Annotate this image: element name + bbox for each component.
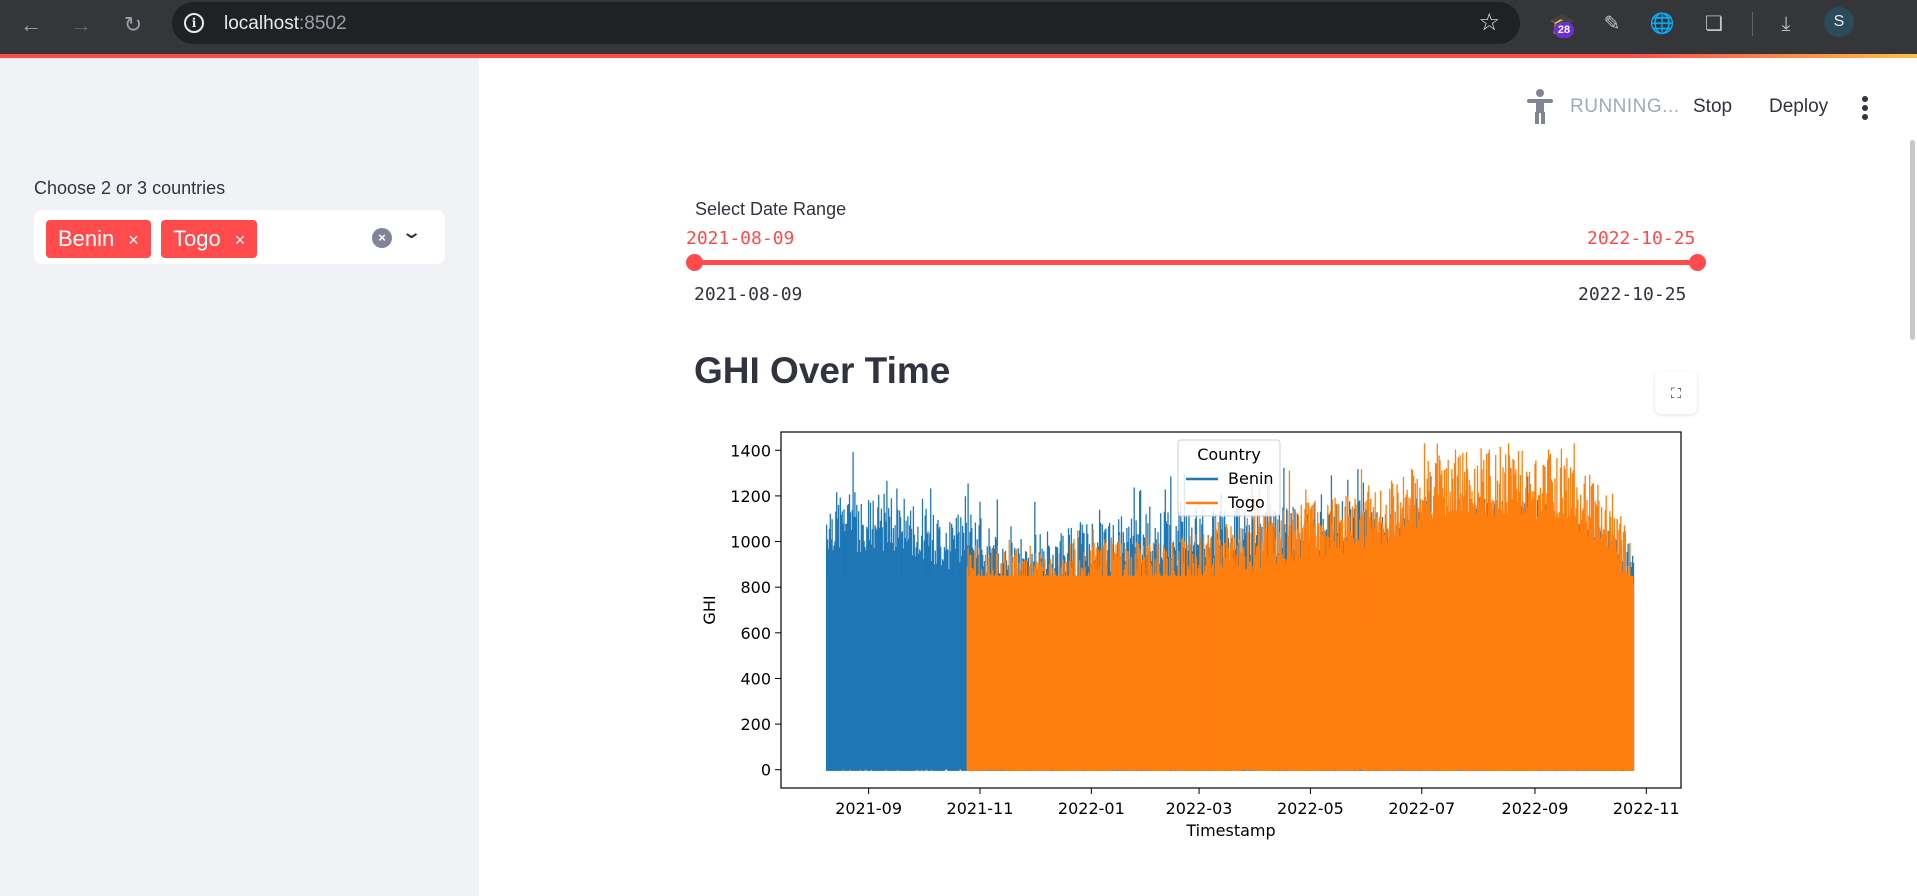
country-select-label: Choose 2 or 3 countries [34, 178, 226, 198]
chip-remove-icon[interactable]: × [234, 230, 246, 250]
url-text[interactable]: localhost:8502 [224, 13, 347, 35]
y-tick-label: 400 [740, 669, 771, 688]
running-status: RUNNING... [1570, 96, 1680, 117]
extension-badge: 28 [1554, 22, 1574, 38]
chip-togo: Togo × [161, 220, 258, 258]
x-tick-label: 2022-09 [1502, 799, 1569, 818]
browser-toolbar: ← → ↻ i localhost:8502 ☆ 🎓 28 ✎ 🌐 ❏ ⤓ S [0, 0, 1917, 54]
eyedropper-icon[interactable]: ✎ [1603, 13, 1621, 35]
chip-remove-icon[interactable]: × [128, 230, 139, 250]
y-tick-label: 200 [740, 715, 771, 734]
site-info-icon[interactable]: i [184, 13, 204, 33]
stop-button[interactable]: Stop [1693, 96, 1733, 117]
y-tick-label: 1000 [730, 533, 771, 552]
clear-all-icon[interactable]: × [372, 228, 392, 248]
url-port: :8502 [299, 13, 347, 34]
x-tick-label: 2022-07 [1388, 799, 1455, 818]
y-tick-label: 1200 [730, 487, 771, 506]
legend-entry-benin: Benin [1228, 469, 1274, 488]
main-menu-icon[interactable] [1862, 96, 1870, 123]
x-axis-label: Timestamp [1185, 821, 1275, 840]
profile-avatar[interactable]: S [1824, 7, 1854, 37]
reload-icon[interactable]: ↻ [123, 12, 143, 37]
legend-title: Country [1197, 445, 1261, 464]
url-host: localhost [224, 13, 299, 34]
y-tick-label: 0 [761, 761, 771, 780]
chip-benin: Benin × [46, 220, 151, 258]
slider-end-handle[interactable] [1689, 254, 1706, 271]
slider-max-label: 2022-10-25 [1578, 284, 1687, 305]
plot-frame [780, 431, 1682, 789]
x-tick-label: 2022-01 [1058, 799, 1125, 818]
scrollbar[interactable] [1910, 140, 1915, 340]
deploy-button[interactable]: Deploy [1769, 96, 1829, 117]
bookmark-star-icon[interactable]: ☆ [1478, 9, 1500, 36]
y-tick-label: 600 [740, 624, 771, 643]
slider-start-value: 2021-08-09 [686, 228, 795, 249]
forward-arrow-icon[interactable]: → [70, 12, 92, 37]
chevron-down-icon[interactable]: ⌄ [400, 222, 423, 242]
x-tick-label: 2022-11 [1613, 799, 1680, 818]
globe-icon[interactable]: 🌐 [1649, 13, 1675, 35]
x-tick-label: 2021-09 [835, 799, 902, 818]
x-tick-label: 2022-03 [1166, 799, 1233, 818]
legend-entry-togo: Togo [1227, 493, 1265, 512]
sidebar: Choose 2 or 3 countries Benin × Togo × × ⌄ [0, 58, 479, 896]
y-tick-label: 800 [740, 578, 771, 597]
x-tick-label: 2021-11 [947, 799, 1014, 818]
ghi-chart: 0 200 400 600 800 1000 1200 1400 2021-09 2021-11 2… [700, 431, 1682, 840]
x-tick-label: 2022-05 [1277, 799, 1344, 818]
fullscreen-icon[interactable]: ⛶ [1655, 372, 1697, 414]
legend-box [1177, 439, 1281, 517]
download-icon[interactable]: ⤓ [1781, 13, 1791, 35]
puzzle-extensions-icon[interactable]: ❏ [1705, 13, 1723, 35]
toolbar-divider [1752, 12, 1753, 36]
chart-title: GHI Over Time [694, 350, 951, 391]
date-range-track[interactable] [694, 260, 1697, 265]
country-multiselect[interactable]: Benin × Togo × × ⌄ [34, 210, 445, 264]
chip-label: Benin [58, 226, 115, 251]
back-arrow-icon[interactable]: ← [20, 12, 42, 37]
address-bar[interactable]: i localhost:8502 ☆ [172, 2, 1520, 44]
page-load-progress [0, 54, 1917, 58]
y-axis-label: GHI [700, 595, 719, 624]
chip-label: Togo [173, 226, 221, 251]
accessibility-person-icon [1527, 89, 1553, 124]
date-range-label: Select Date Range [695, 199, 847, 219]
y-tick-label: 1400 [730, 441, 771, 460]
slider-start-handle[interactable] [686, 254, 703, 271]
slider-min-label: 2021-08-09 [694, 284, 803, 305]
slider-end-value: 2022-10-25 [1587, 228, 1696, 249]
series-togo [966, 443, 1635, 771]
